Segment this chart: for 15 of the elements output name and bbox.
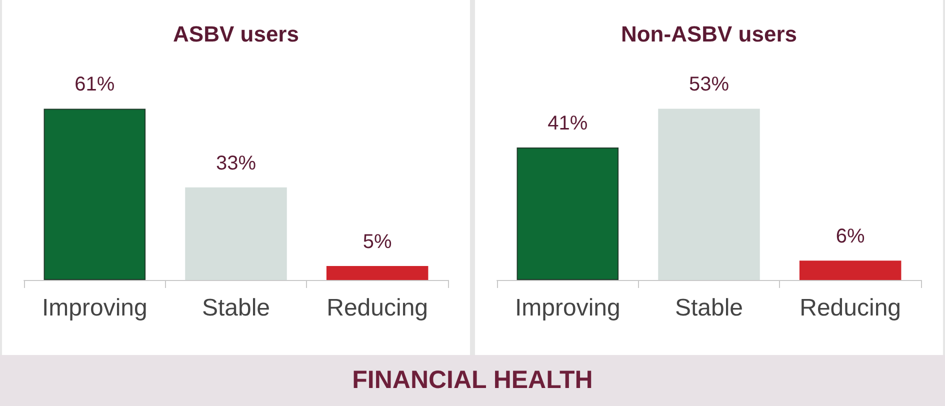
chart-title: ASBV users [173, 22, 299, 46]
x-tick-label: Improving [514, 294, 620, 322]
x-tick-label: Reducing [326, 294, 428, 322]
x-tick-label: Stable [202, 294, 270, 322]
data-label: 5% [362, 230, 392, 253]
data-label: 33% [216, 152, 256, 174]
data-label: 53% [688, 74, 730, 96]
data-label: 41% [548, 112, 588, 134]
text: FINANCIAL HEALTH [352, 366, 593, 395]
data-label: 6% [836, 226, 866, 248]
data-label: 61% [74, 74, 115, 96]
chart-title: Non-ASBV users [620, 22, 798, 46]
x-tick-label: Stable [674, 294, 744, 322]
x-tick-label: Improving [42, 294, 148, 322]
x-tick-label: Reducing [800, 294, 902, 322]
